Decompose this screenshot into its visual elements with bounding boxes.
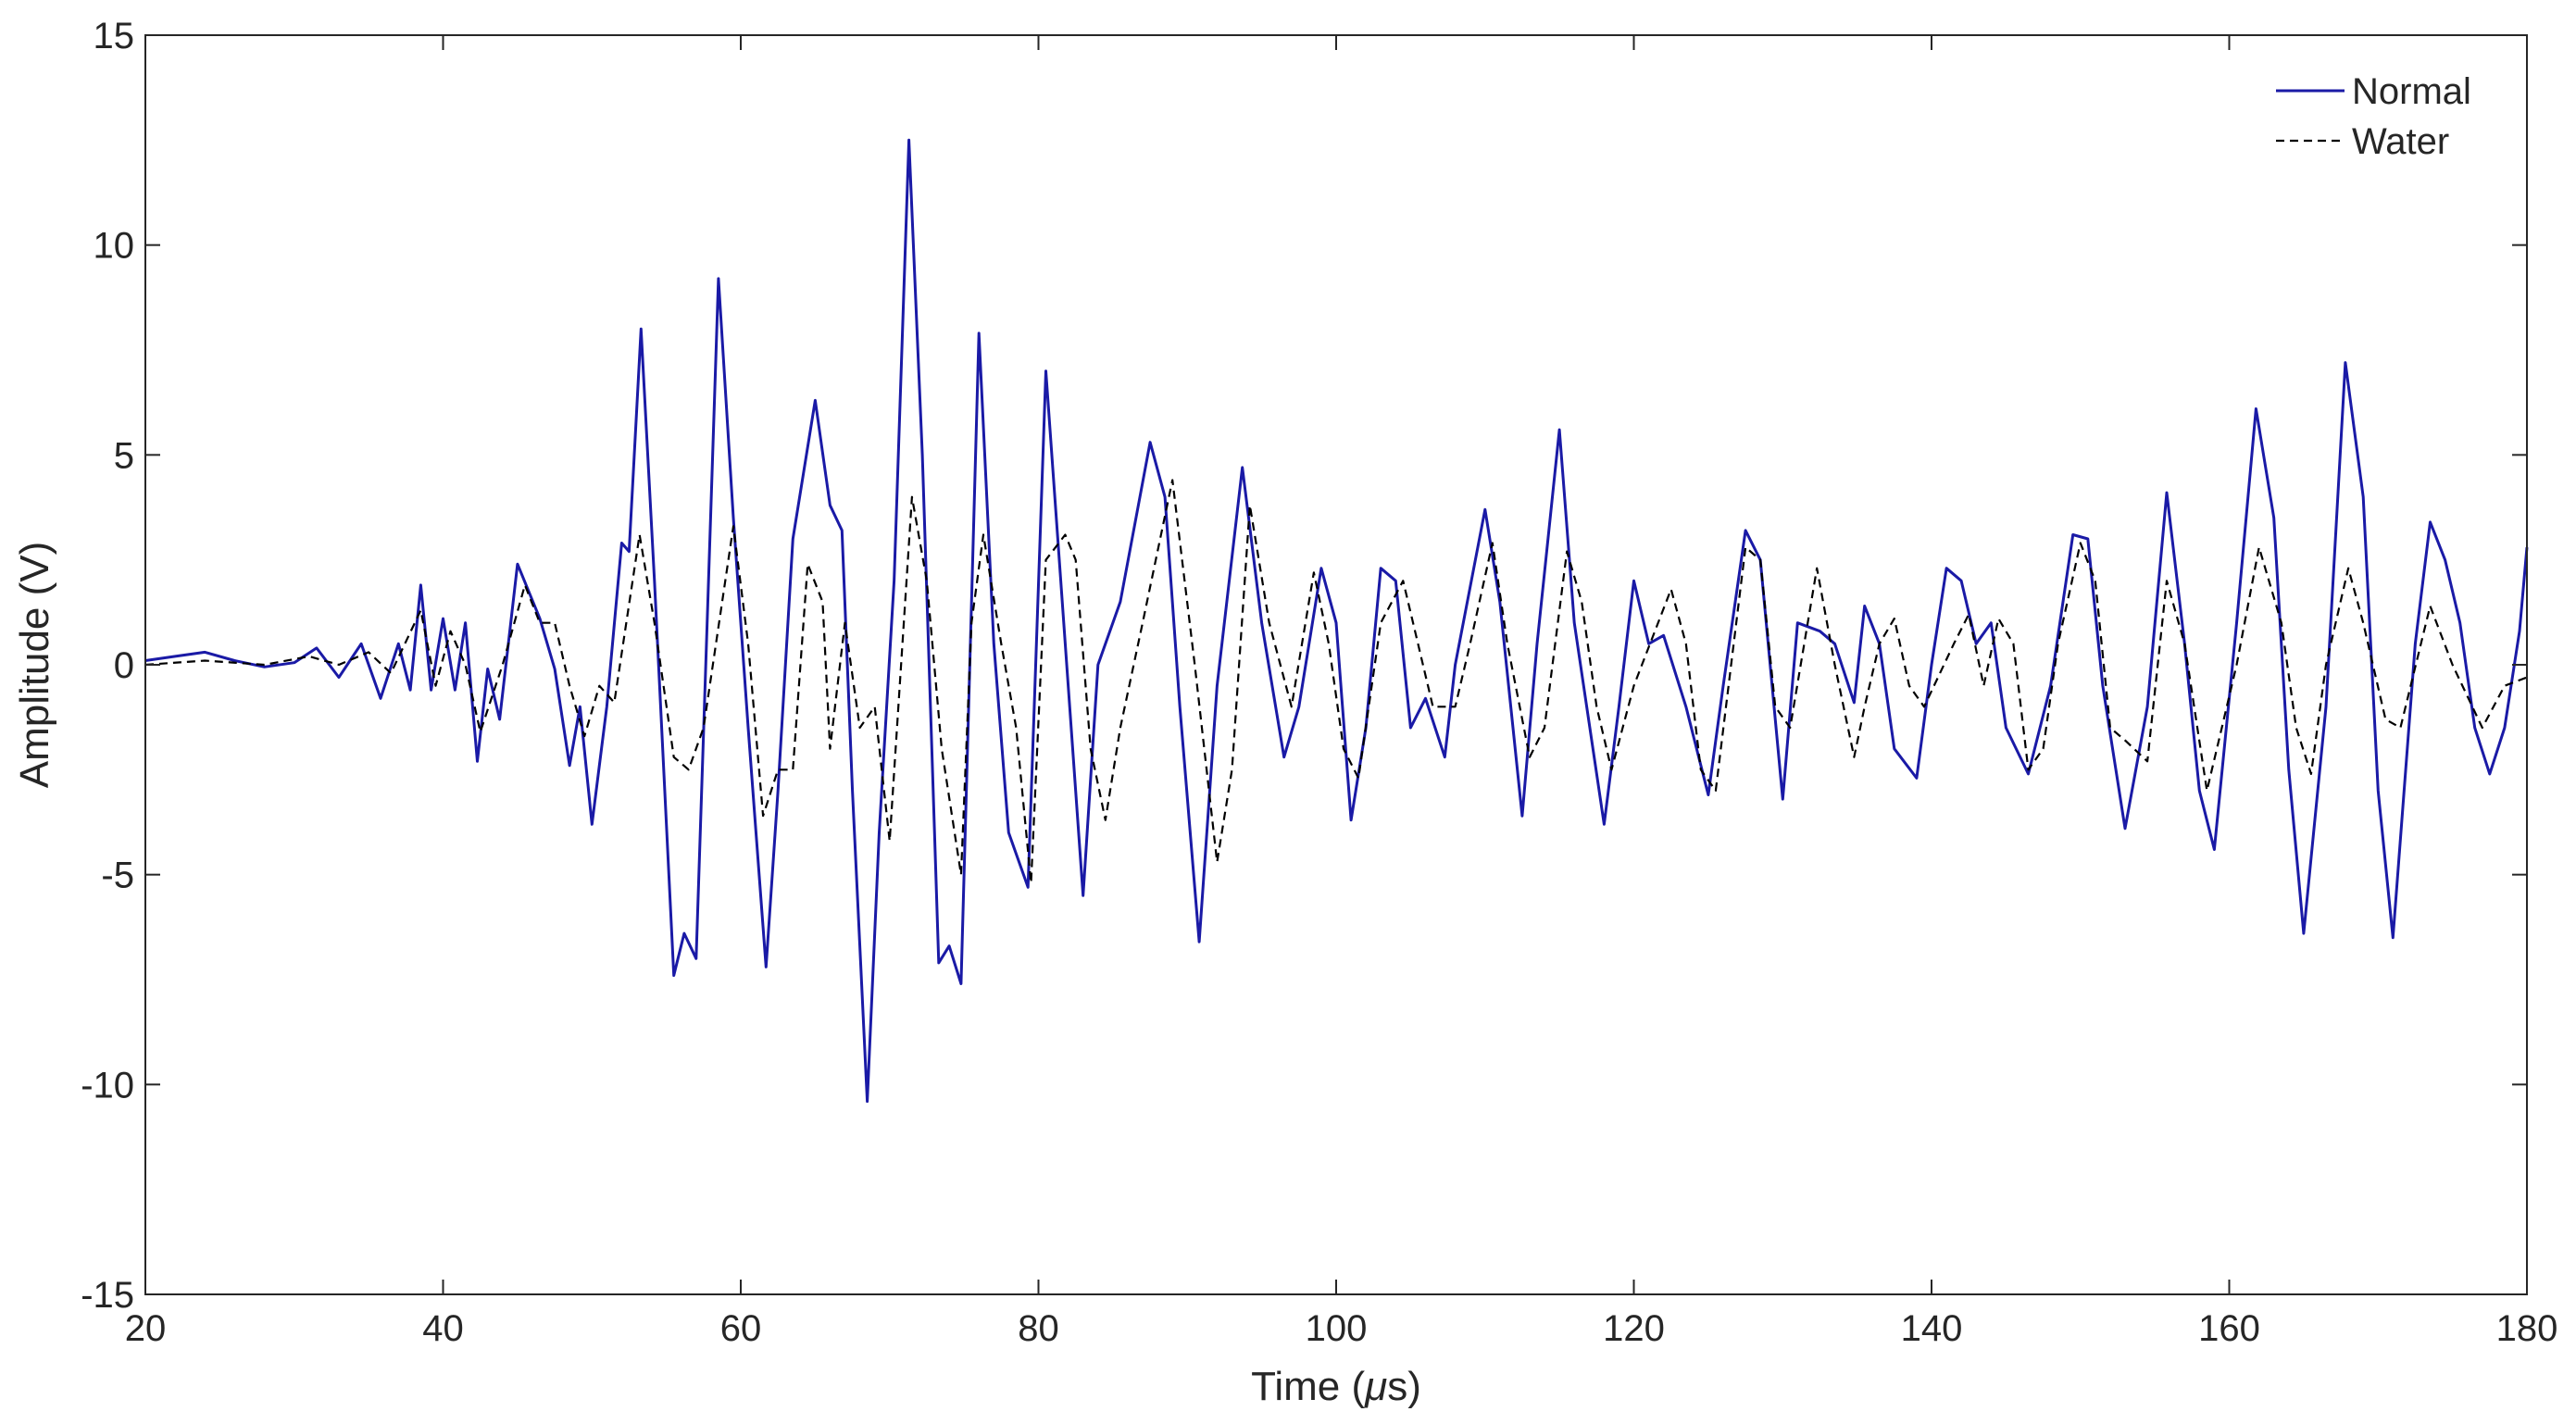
x-axis-label: Time (μs): [1251, 1364, 1421, 1409]
x-tick-label: 80: [1018, 1308, 1059, 1349]
legend-label-normal: Normal: [2352, 71, 2471, 112]
tick-layer: 20 40 60 80 100 120 140 160 180 15 10 5 0 -5 -10 -15: [81, 16, 2557, 1349]
series-layer: [144, 138, 2529, 1103]
y-tick-label: 15: [94, 16, 135, 56]
legend: Normal Water: [2259, 57, 2509, 178]
series-line-water: [144, 479, 2528, 884]
legend-box: [2259, 57, 2509, 178]
x-tick-label: 120: [1603, 1308, 1665, 1349]
y-tick-label: -5: [101, 856, 134, 896]
legend-label-water: Water: [2352, 121, 2449, 162]
y-tick-label: -10: [81, 1065, 134, 1105]
series-line-normal: [144, 138, 2529, 1103]
y-axis-label: Amplitude (V): [12, 542, 57, 789]
x-tick-label: 100: [1306, 1308, 1368, 1349]
x-tick-label: 160: [2198, 1308, 2260, 1349]
y-tick-label: 0: [114, 645, 134, 686]
x-tick-label: 140: [1901, 1308, 1963, 1349]
x-tick-label: 40: [422, 1308, 464, 1349]
plot-background: [145, 35, 2527, 1294]
y-tick-label: -15: [81, 1275, 134, 1316]
x-tick-label: 60: [720, 1308, 762, 1349]
y-tick-label: 5: [114, 435, 134, 476]
x-tick-label: 180: [2496, 1308, 2558, 1349]
y-tick-label: 10: [94, 226, 135, 267]
x-tick-label: 20: [125, 1308, 167, 1349]
